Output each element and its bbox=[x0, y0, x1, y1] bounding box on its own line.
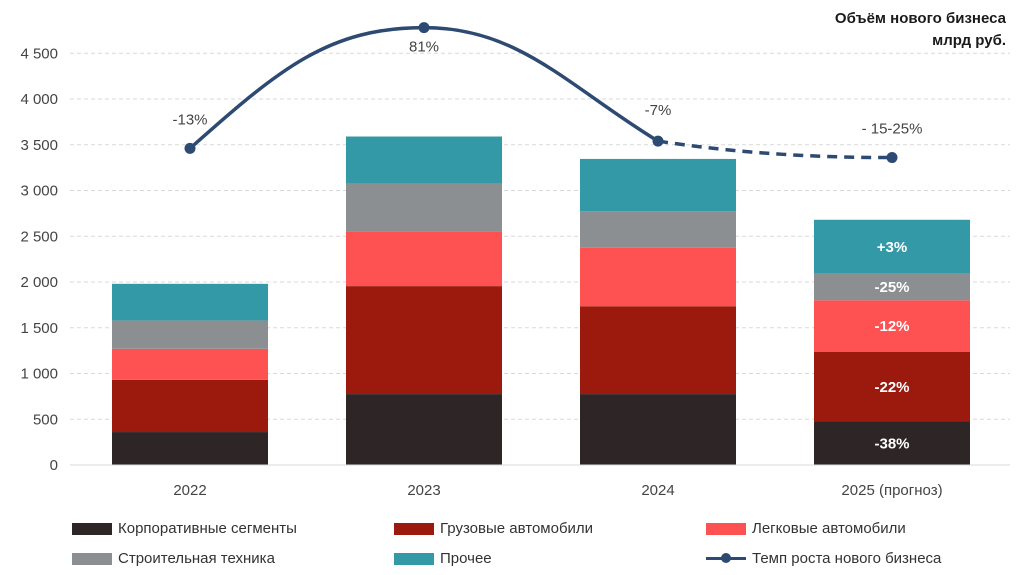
x-tick-label: 2022 bbox=[173, 482, 206, 499]
bar-segment bbox=[580, 394, 736, 465]
x-tick-label: 2023 bbox=[407, 482, 440, 499]
growth-label: -7% bbox=[645, 102, 672, 119]
legend-item-corporate: Корпоративные сегменты bbox=[72, 520, 297, 537]
legend-line-growth-icon bbox=[706, 552, 746, 565]
legend-label-cars: Легковые автомобили bbox=[752, 520, 906, 537]
y-tick-label: 3 500 bbox=[20, 137, 58, 154]
bar-segment-label: -38% bbox=[874, 435, 909, 452]
legend: Корпоративные сегменты Грузовые автомоби… bbox=[72, 520, 1012, 570]
bar-segment bbox=[814, 273, 970, 301]
chart-title: Объём нового бизнеса млрд руб. bbox=[835, 8, 1006, 52]
legend-swatch-construction bbox=[72, 552, 112, 565]
growth-line: -13% 81% -7% - 15-25% bbox=[172, 22, 923, 164]
bar-segment bbox=[580, 306, 736, 395]
legend-swatch-cars bbox=[706, 522, 746, 535]
bar-segment bbox=[112, 348, 268, 380]
bar-segment bbox=[346, 394, 502, 465]
bar-segment-label: +3% bbox=[877, 239, 907, 256]
legend-label-construction: Строительная техника bbox=[118, 550, 275, 567]
bar-segment bbox=[112, 320, 268, 349]
x-tick-label: 2025 (прогноз) bbox=[841, 482, 942, 499]
bar-segment bbox=[580, 247, 736, 307]
growth-marker bbox=[184, 142, 196, 154]
chart-title-line-1: Объём нового бизнеса bbox=[834, 10, 1006, 27]
bar-segment-label: -22% bbox=[874, 379, 909, 396]
legend-item-growth: Темп роста нового бизнеса bbox=[706, 550, 941, 567]
bar-segment bbox=[346, 136, 502, 184]
bar-segment-label: -12% bbox=[874, 318, 909, 335]
bar-segment bbox=[112, 283, 268, 321]
y-tick-label: 2 000 bbox=[20, 274, 58, 291]
legend-swatch-other bbox=[394, 552, 434, 565]
bar-segment bbox=[112, 379, 268, 433]
legend-item-trucks: Грузовые автомобили bbox=[394, 520, 593, 537]
bar-segment bbox=[814, 421, 970, 465]
growth-marker bbox=[652, 135, 664, 147]
x-tick-label: 2024 bbox=[641, 482, 674, 499]
y-tick-label: 2 500 bbox=[20, 228, 58, 245]
growth-marker bbox=[418, 22, 430, 34]
y-tick-label: 1 500 bbox=[20, 320, 58, 337]
legend-label-corporate: Корпоративные сегменты bbox=[118, 520, 297, 537]
chart-title-line-2: млрд руб. bbox=[932, 32, 1006, 49]
growth-label: 81% bbox=[409, 39, 439, 56]
legend-label-other: Прочее bbox=[440, 550, 492, 567]
legend-label-growth: Темп роста нового бизнеса bbox=[752, 550, 942, 567]
y-tick-label: 4 500 bbox=[20, 45, 58, 62]
y-tick-label: 500 bbox=[33, 411, 58, 428]
bar-segment bbox=[814, 219, 970, 274]
legend-item-cars: Легковые автомобили bbox=[706, 520, 906, 537]
growth-line-dashed bbox=[657, 139, 893, 160]
growth-marker bbox=[886, 152, 898, 164]
legend-label-trucks: Грузовые автомобили bbox=[440, 520, 594, 537]
bar-segment bbox=[814, 351, 970, 422]
legend-item-other: Прочее bbox=[394, 550, 492, 567]
legend-swatch-corporate bbox=[72, 522, 112, 535]
growth-label: - 15-25% bbox=[862, 121, 923, 138]
bar-segment bbox=[346, 231, 502, 287]
y-tick-label: 3 000 bbox=[20, 183, 58, 200]
legend-swatch-trucks bbox=[394, 522, 434, 535]
growth-label: -13% bbox=[172, 111, 207, 128]
y-tick-label: 0 bbox=[50, 457, 58, 474]
bar-segment bbox=[580, 211, 736, 248]
bar-segment-label: -25% bbox=[874, 279, 909, 296]
axes: 0 500 1 000 1 500 2 000 2 500 3 000 3 500 4 000 4… bbox=[20, 45, 1010, 499]
legend-item-construction: Строительная техника bbox=[72, 550, 275, 567]
bar-segment bbox=[346, 286, 502, 395]
bars: -38% -22% -12% -25% +3% bbox=[112, 136, 970, 465]
bar-segment bbox=[580, 158, 736, 212]
bar-segment bbox=[112, 432, 268, 465]
bar-segment bbox=[814, 300, 970, 352]
y-tick-label: 1 000 bbox=[20, 366, 58, 383]
y-tick-label: 4 000 bbox=[20, 91, 58, 108]
bar-segment bbox=[346, 183, 502, 232]
